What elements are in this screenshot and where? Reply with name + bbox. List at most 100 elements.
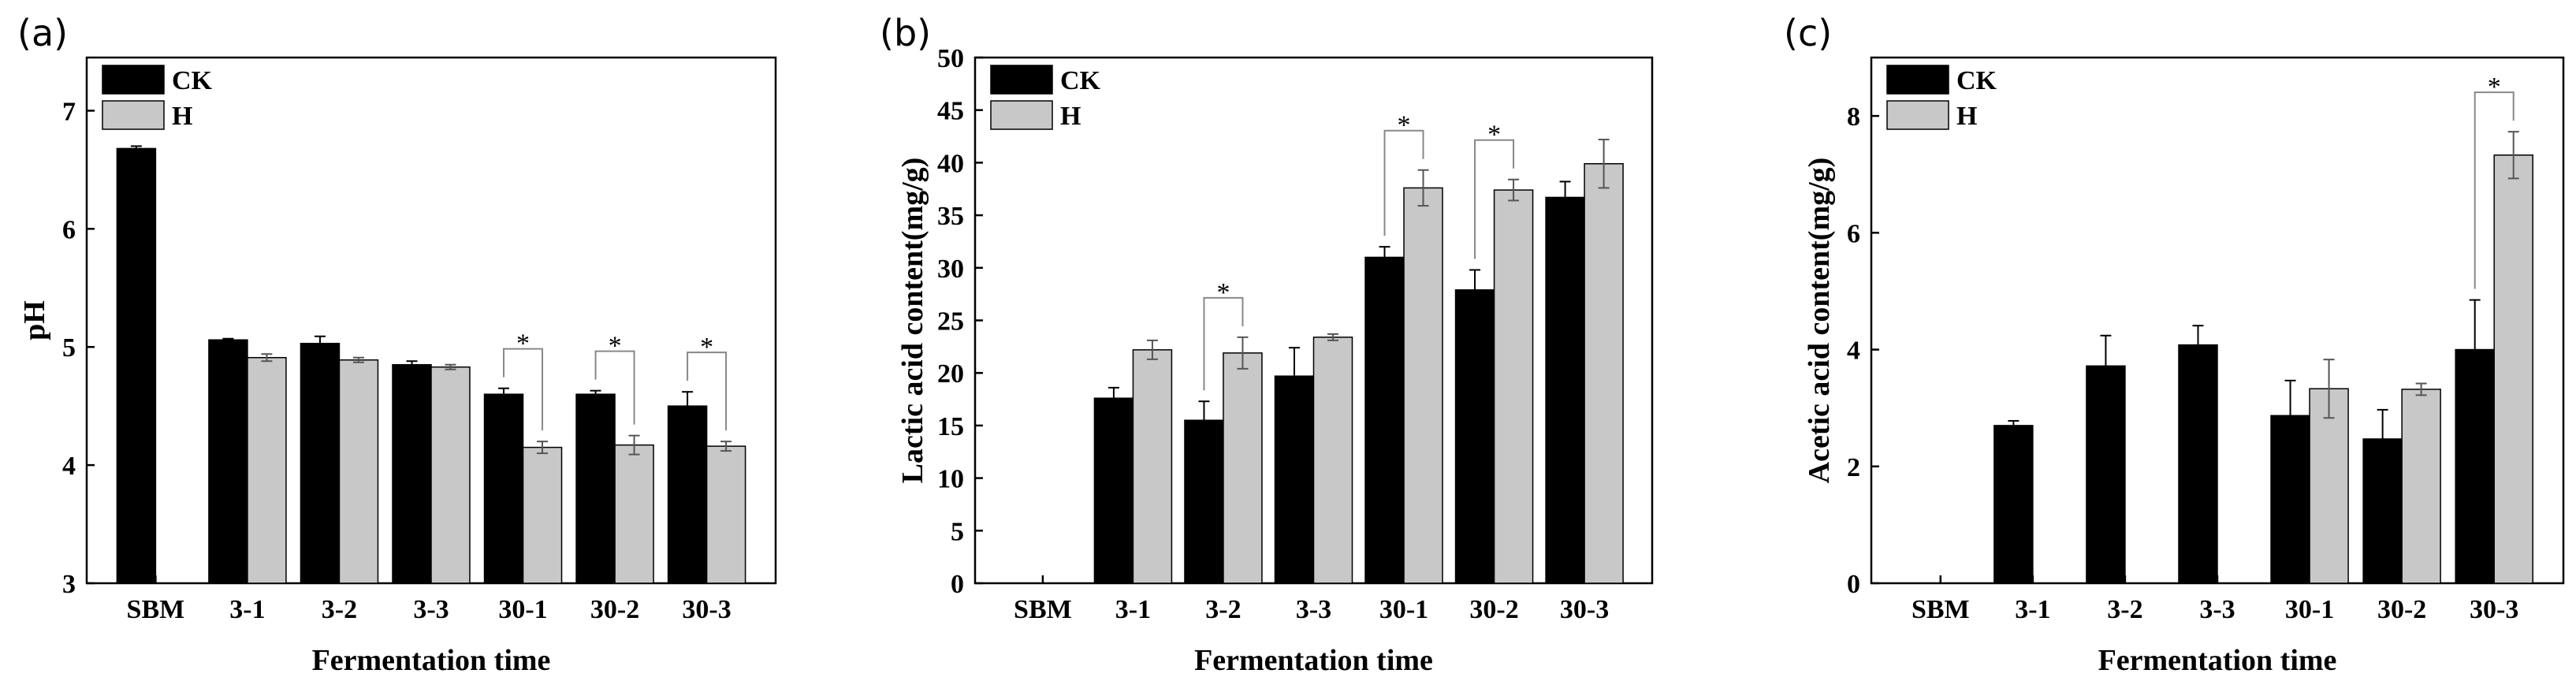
panel-label: (c) — [1784, 12, 1832, 54]
bar-h — [705, 445, 746, 584]
legend-swatch-ck — [990, 65, 1053, 95]
legend-label-ck: CK — [1956, 66, 1997, 95]
x-tick-label: 3-3 — [1296, 595, 1331, 624]
bar-h — [522, 446, 563, 584]
x-tick-label: 30-1 — [498, 595, 547, 624]
x-tick-label: 3-3 — [2199, 595, 2235, 624]
panel-label: (a) — [17, 12, 68, 54]
bar-h — [1493, 189, 1534, 584]
significance-bracket — [503, 348, 544, 431]
significance-bracket — [1474, 139, 1515, 259]
significance-bracket — [1203, 296, 1244, 391]
y-tick-label: 4 — [1847, 337, 1860, 366]
significance-star: * — [609, 332, 622, 361]
y-tick-label: 2 — [1847, 453, 1860, 482]
bar-ck — [116, 147, 157, 584]
panel-2: (b) 0 5 10 15 20 25 30 35 40 45 50 Lactic acid conte… — [880, 12, 1654, 677]
x-tick-label: 3-1 — [229, 595, 265, 624]
bar-ck — [483, 393, 524, 584]
legend-swatch-h — [1886, 100, 1949, 130]
y-tick-label: 0 — [951, 570, 964, 599]
x-tick-label: 30-1 — [1379, 595, 1428, 624]
bar-h — [2401, 389, 2441, 584]
bar-ck — [2086, 365, 2126, 584]
legend-label-ck: CK — [172, 66, 213, 95]
x-tick-label: 30-2 — [2377, 595, 2426, 624]
legend-swatch-h — [102, 100, 165, 130]
x-axis-title: Fermentation time — [312, 644, 551, 677]
bar-h — [1312, 337, 1353, 584]
y-tick-label: 0 — [1847, 570, 1860, 599]
y-tick-label: 25 — [937, 307, 964, 337]
bar-h — [430, 366, 471, 584]
bar-h — [247, 356, 287, 584]
y-tick-label: 20 — [937, 359, 964, 389]
x-tick-label: SBM — [1014, 595, 1072, 624]
bar-ck — [1364, 256, 1405, 584]
bar-h — [2309, 388, 2349, 584]
x-tick-label: 3-2 — [2107, 595, 2142, 624]
x-tick-label: 30-3 — [2470, 595, 2518, 624]
legend-label-ck: CK — [1060, 66, 1101, 95]
panel-label: (b) — [880, 12, 931, 54]
x-tick-label: 3-1 — [1115, 595, 1151, 624]
bar-ck — [1545, 196, 1585, 584]
y-axis-title: Lactic acid content(mg/g) — [896, 158, 929, 484]
x-tick-label: 3-3 — [413, 595, 449, 624]
bar-h — [1403, 187, 1443, 584]
x-tick-label: 30-2 — [1469, 595, 1518, 624]
y-tick-label: 50 — [937, 44, 964, 73]
legend-label-h: H — [1060, 102, 1081, 131]
y-axis-title: Acetic acid content(mg/g) — [1803, 158, 1836, 484]
legend-swatch-h — [990, 100, 1053, 130]
bar-h — [338, 359, 379, 584]
x-axis-title: Fermentation time — [1194, 644, 1433, 677]
x-tick-label: 30-3 — [1560, 595, 1609, 624]
y-tick-label: 40 — [937, 149, 964, 178]
y-tick-label: 8 — [1847, 102, 1860, 132]
bar-ck — [2178, 344, 2218, 584]
x-tick-label: SBM — [127, 595, 185, 624]
significance-star: * — [700, 333, 713, 362]
significance-star: * — [2488, 73, 2501, 102]
bar-h — [1132, 349, 1173, 584]
y-tick-label: 45 — [937, 97, 964, 126]
significance-star: * — [1398, 111, 1411, 140]
significance-star: * — [1216, 278, 1230, 307]
x-tick-label: SBM — [1912, 595, 1970, 624]
y-tick-label: 6 — [62, 215, 76, 244]
y-tick-label: 10 — [937, 465, 964, 494]
bar-h — [1223, 352, 1263, 584]
significance-bracket — [687, 352, 728, 431]
y-tick-label: 4 — [62, 452, 76, 481]
x-tick-label: 3-2 — [322, 595, 357, 624]
x-tick-label: 3-2 — [1205, 595, 1241, 624]
bar-h — [2493, 154, 2533, 584]
legend-label-h: H — [172, 102, 192, 131]
significance-star: * — [516, 329, 530, 359]
significance-bracket — [2474, 91, 2515, 289]
bar-h — [614, 444, 654, 584]
x-tick-label: 3-1 — [2015, 595, 2050, 624]
legend-swatch-ck — [1886, 65, 1949, 95]
bar-ck — [1274, 375, 1315, 584]
x-tick-label: 30-1 — [2285, 595, 2334, 624]
x-tick-label: 30-2 — [590, 595, 639, 624]
bar-h — [1584, 162, 1624, 584]
y-tick-label: 30 — [937, 255, 964, 284]
panel-3: (c) 0 2 4 6 8 Acetic acid content(mg/g) SBM 3-1 3… — [1784, 12, 2565, 677]
bar-ck — [1993, 425, 2034, 584]
panel-1: (a) 3 4 5 6 7 pH SBM 3-1 3-2 3-3 30-1 30-2 30-3 Fermen… — [17, 12, 777, 677]
y-tick-label: 15 — [937, 412, 964, 441]
bar-ck — [392, 363, 432, 584]
x-tick-label: 30-3 — [682, 595, 731, 624]
significance-bracket — [594, 350, 635, 425]
y-tick-label: 3 — [62, 570, 76, 599]
y-tick-label: 5 — [62, 333, 76, 363]
legend-swatch-ck — [102, 65, 165, 95]
bar-ck — [1454, 289, 1495, 584]
x-axis-title: Fermentation time — [2098, 644, 2337, 677]
bar-ck — [667, 405, 708, 584]
legend-label-h: H — [1956, 102, 1977, 131]
